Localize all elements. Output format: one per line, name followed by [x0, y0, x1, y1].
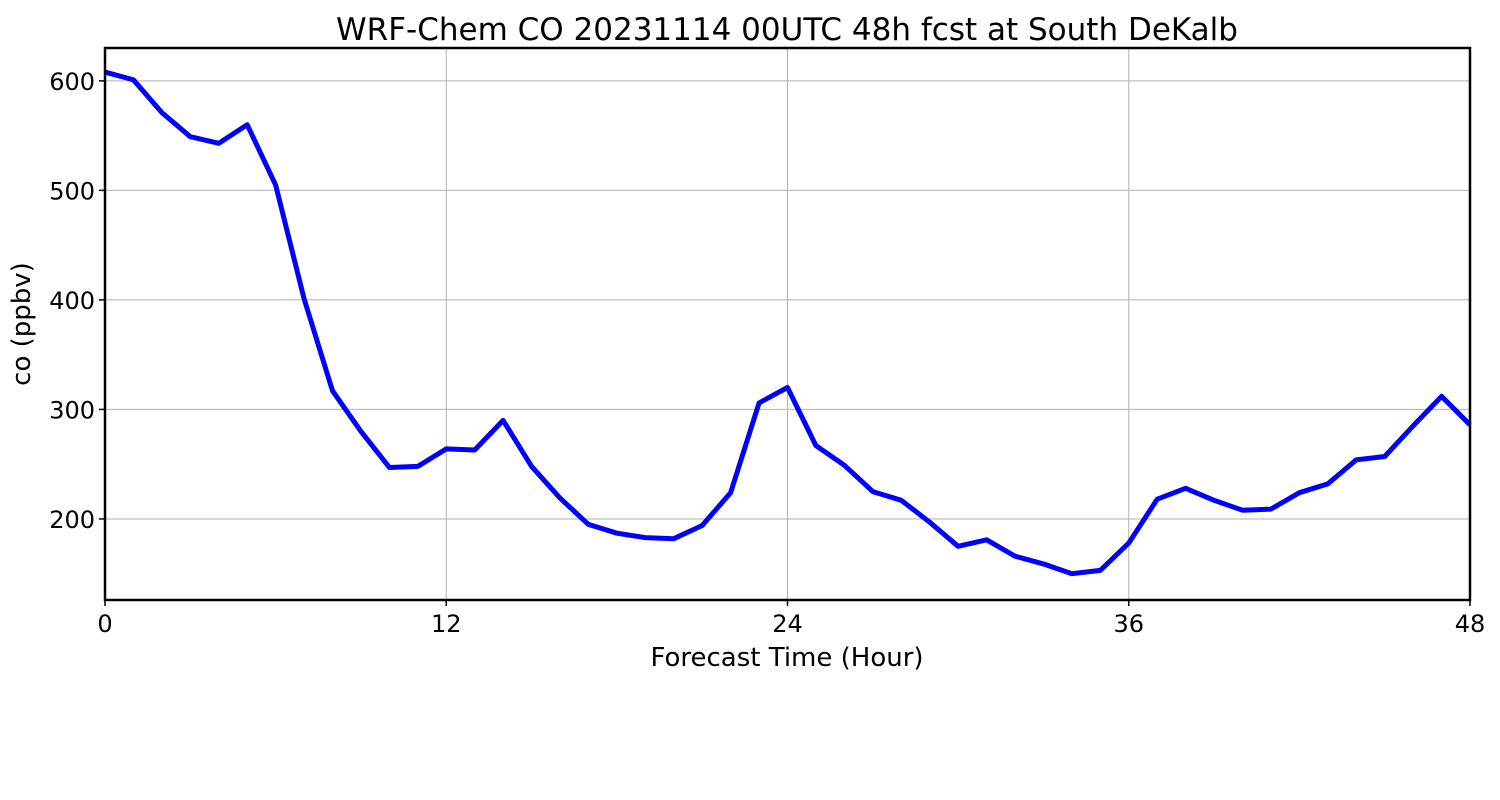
series-layer — [104, 69, 1472, 577]
x-tick-label: 36 — [1113, 610, 1144, 638]
x-axis-label: Forecast Time (Hour) — [650, 643, 923, 673]
y-tick-label: 600 — [49, 68, 95, 96]
y-tick-label: 400 — [49, 287, 95, 315]
chart-title: WRF-Chem CO 20231114 00UTC 48h fcst at S… — [336, 12, 1238, 48]
y-axis-label: co (ppbv) — [7, 262, 37, 386]
co-series-line — [104, 69, 1472, 577]
y-tick-label: 500 — [49, 177, 95, 205]
axis-ticks: 0 12 24 36 48 200 300 400 500 600 — [49, 68, 1485, 638]
x-tick-label: 24 — [772, 610, 803, 638]
x-tick-label: 0 — [97, 610, 112, 638]
y-tick-label: 200 — [49, 506, 95, 534]
x-tick-label: 12 — [431, 610, 462, 638]
y-tick-label: 300 — [49, 396, 95, 424]
x-tick-label: 48 — [1455, 610, 1486, 638]
